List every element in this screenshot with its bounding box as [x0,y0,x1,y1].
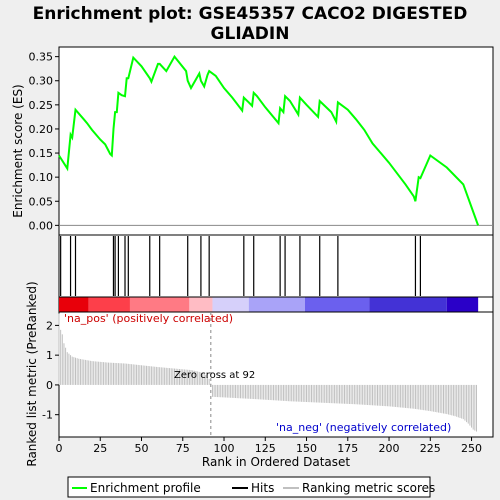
legend-enrichment-label: Enrichment profile [90,481,201,495]
hits-panel [58,234,494,298]
rank-x-tick-label: 225 [420,442,441,455]
heatbar-segment [59,297,89,312]
heatbar-segment [88,297,130,312]
es-y-tick-label: 0.10 [29,171,54,184]
rank-x-tick-label: 75 [176,442,190,455]
rank-y-axis: -1 0 1 2 [42,319,59,422]
legend-hits-label: Hits [251,481,274,495]
heatbar-segment [129,297,190,312]
hits-panel-background [58,234,494,298]
positive-correlated-label: 'na_pos' (positively correlated) [64,312,233,325]
rank-y-tick-label: -1 [42,409,53,422]
rank-x-tick-label: 250 [461,442,482,455]
heatbar-segment [212,297,249,312]
es-y-axis: 0.00 0.05 0.10 0.15 0.20 0.25 0.30 0.35 [29,51,59,232]
rank-x-axis: 0 25 50 75 100 125 150 175 200 225 250 [56,437,482,455]
rank-y-axis-label: Ranked list metric (PreRanked) [25,281,39,466]
es-y-tick-label: 0.25 [29,99,54,112]
rank-x-tick-label: 0 [56,442,63,455]
es-y-axis-label: Enrichment score (ES) [11,84,25,217]
enrichment-profile-line [58,54,480,226]
rank-x-tick-label: 125 [255,442,276,455]
es-y-tick-label: 0.05 [29,195,54,208]
es-y-tick-label: 0.20 [29,123,54,136]
rank-x-tick-label: 50 [135,442,149,455]
rank-y-tick-label: 1 [46,349,53,362]
rank-x-tick-label: 150 [296,442,317,455]
hit-markers [60,236,421,296]
negative-correlated-label: 'na_neg' (negatively correlated) [276,421,451,434]
rank-heatbar [59,297,479,312]
rank-x-tick-label: 175 [337,442,358,455]
rank-x-tick-label: 200 [379,442,400,455]
heatbar-segment [189,297,213,312]
legend: Enrichment profile Hits Ranking metric s… [67,476,435,498]
es-panel-background [58,46,494,236]
rank-x-tick-label: 100 [214,442,235,455]
rank-x-axis-label: Rank in Ordered Dataset [202,455,350,469]
es-y-tick-label: 0.00 [29,219,54,232]
rank-y-tick-label: 2 [46,319,53,332]
es-y-tick-label: 0.35 [29,51,54,64]
heatbar-panel [58,296,494,313]
chart-title-line2: GLIADIN [211,24,290,44]
es-y-tick-label: 0.15 [29,147,54,160]
es-panel: 0.00 0.05 0.10 0.15 0.20 0.25 0.30 0.35 Enrichm… [11,46,494,236]
rank-y-tick-label: 0 [46,379,53,392]
heatbar-segment [446,297,479,312]
heatbar-segment [369,297,447,312]
legend-box [67,476,431,498]
chart-title-line1: Enrichment plot: GSE45357 CACO2 DIGESTED [33,4,468,24]
rank-panel: -1 0 1 2 0 25 50 75 100 125 150 175 200 225 250 'na_p… [25,281,494,469]
heatbar-segment [248,297,305,312]
heatbar-segment [304,297,370,312]
rank-x-tick-label: 25 [93,442,107,455]
zero-cross-label: Zero cross at 92 [174,370,255,381]
ranking-metric-bars [58,313,477,432]
es-y-tick-label: 0.30 [29,75,54,88]
rank-panel-background [58,311,494,438]
legend-metric-label: Ranking metric scores [302,481,435,495]
